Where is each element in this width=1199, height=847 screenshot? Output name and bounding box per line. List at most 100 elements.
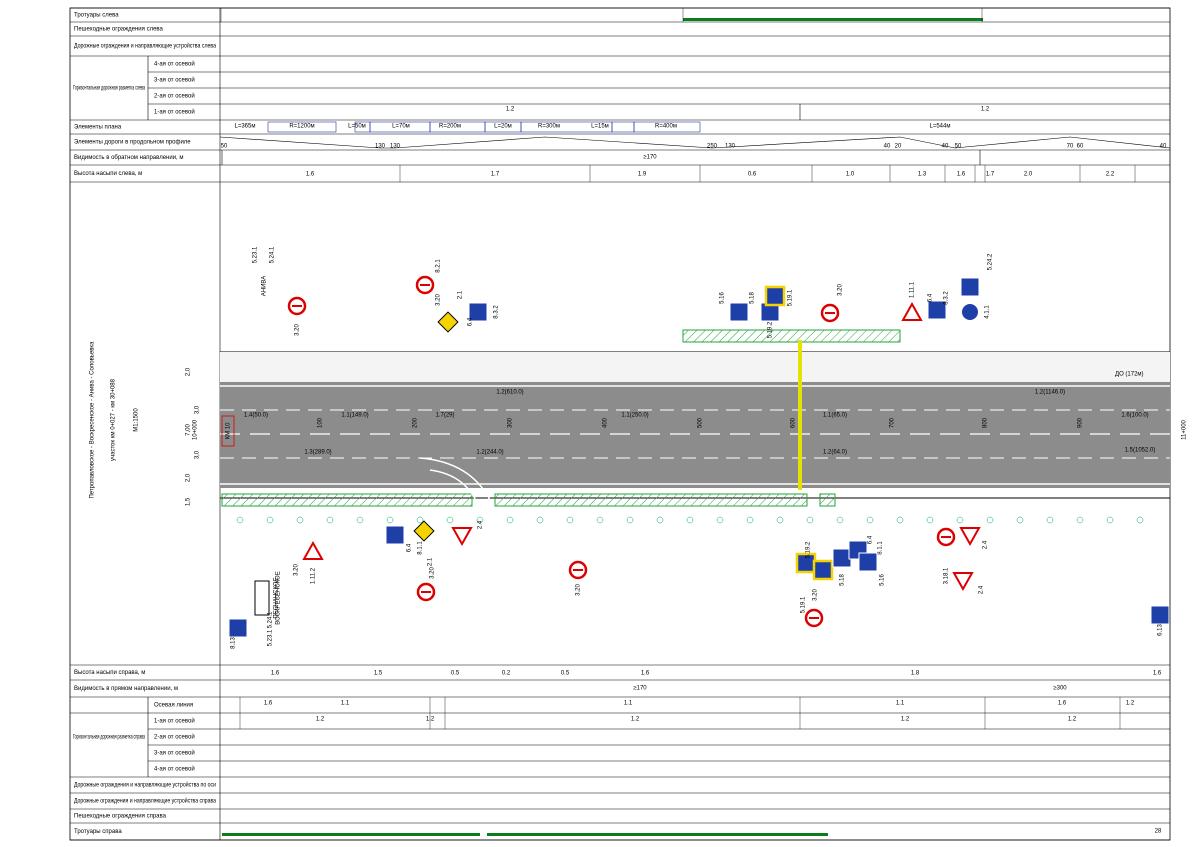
label: L=365м: [235, 124, 256, 130]
label: Видимость в обратном направлении, м: [74, 155, 184, 161]
lamp: [386, 516, 394, 524]
label: 5.19.2: [806, 541, 812, 558]
label: 1.2: [1126, 701, 1135, 707]
label: Петропавловское - Воскресенское - Анива …: [90, 341, 96, 499]
label: 70: [1067, 144, 1074, 150]
label: 250: [707, 144, 718, 150]
label: 10+000: [193, 419, 199, 440]
label: 5.16: [880, 574, 886, 586]
label: Видимость в прямом направлении, м: [74, 686, 178, 692]
shoulder: [220, 352, 1170, 382]
lamp: [776, 516, 784, 524]
label: 4.1.1: [985, 305, 991, 319]
label: 4-ая от осевой: [154, 766, 195, 773]
label: 1.1: [896, 701, 905, 707]
label: 1.1(149.0): [341, 413, 368, 419]
label: 5.18: [840, 574, 846, 586]
lamp: [626, 516, 634, 524]
label: 1.2: [426, 717, 435, 723]
label: 0.5: [561, 671, 570, 677]
island-bottom-3: [819, 493, 836, 507]
sign-info: [468, 302, 488, 322]
lamp: [986, 516, 994, 524]
label: Горизонтальная дорожная разметка справа: [73, 735, 145, 741]
lamp: [536, 516, 544, 524]
label: 3.20: [295, 324, 301, 336]
label: 1.6: [957, 172, 966, 178]
label: 40: [884, 144, 891, 150]
label: 2.1: [428, 557, 434, 566]
label: АНИВА: [262, 276, 268, 296]
label: ≥170: [643, 155, 657, 161]
label: 1.4(50.0): [244, 413, 268, 419]
sign-info: [858, 552, 878, 572]
label: 1.1(250.0): [621, 413, 648, 419]
label: Дорожные ограждения и направляющие устро…: [74, 43, 217, 50]
label: 1.11.2: [311, 567, 317, 584]
label: 50: [221, 144, 228, 150]
label: 8.2.1: [436, 259, 442, 273]
label: 2.0: [1024, 172, 1033, 178]
label: Элементы дороги в продольном профиле: [74, 140, 191, 146]
lamp: [356, 516, 364, 524]
label: 800: [983, 417, 989, 428]
sign-direction: [962, 304, 978, 320]
label: 1,5: [186, 497, 192, 506]
label: 2.1: [458, 290, 464, 299]
lamp: [1016, 516, 1024, 524]
label: Пешеходные ограждения слева: [74, 27, 164, 33]
label: 1.7: [491, 172, 500, 178]
label: 1.6: [264, 701, 273, 707]
label: 1.6(100.0): [1121, 413, 1148, 419]
label: 1.2: [981, 107, 990, 113]
label: ВОСКРЕСЕНСКОЕ: [276, 571, 282, 624]
label: 5.24.1: [268, 611, 274, 628]
label: 50: [955, 144, 962, 150]
label: 3-ая от осевой: [154, 750, 195, 757]
label: 8.1.1: [878, 541, 884, 555]
sign-main-road: [437, 311, 459, 333]
label: L=70м: [392, 124, 410, 130]
label: Элементы плана: [74, 125, 122, 131]
label: 1.3: [918, 172, 927, 178]
lamp: [716, 516, 724, 524]
lamp: [326, 516, 334, 524]
label: 130: [390, 144, 401, 150]
label: 5.24.1: [270, 246, 276, 263]
label: Осевая линия: [154, 703, 193, 709]
label: 3.20: [436, 294, 442, 306]
label: М1:1500: [134, 408, 140, 432]
label: 6.4: [868, 535, 874, 544]
label: 6.4: [468, 317, 474, 326]
label: 1.7: [986, 172, 995, 178]
sign-info: [832, 548, 852, 568]
label: участок км 0+027 - км 30+088: [111, 378, 117, 461]
sidewalk-left: [683, 18, 983, 21]
label: 8.3.2: [944, 291, 950, 305]
sign-info: [228, 618, 248, 638]
label: Пешеходные ограждения справа: [74, 814, 167, 820]
label: ПЕСЧАНСКОЕ: [274, 577, 280, 618]
label: 60: [1077, 144, 1084, 150]
label: 1.8: [911, 671, 920, 677]
km-box: [221, 415, 235, 447]
sign-yield: [952, 572, 974, 592]
label: 1.9: [638, 172, 647, 178]
label: 1.2(244.0): [476, 450, 503, 456]
label: 1.2: [506, 107, 515, 113]
label: 3.20: [430, 567, 436, 579]
label: 3.20: [294, 564, 300, 576]
lamp: [506, 516, 514, 524]
label: 130: [725, 144, 736, 150]
label: L=15м: [591, 124, 609, 130]
label: Дорожные ограждения и направляющие устро…: [74, 798, 217, 805]
label: 11+000: [1182, 419, 1188, 439]
sign-warning: [901, 301, 923, 321]
label: ≥300: [1053, 686, 1067, 692]
sign-crossing: [812, 559, 834, 581]
label: R=1200м: [289, 124, 314, 130]
label: Тротуары слева: [74, 13, 119, 19]
label: 7,00: [186, 424, 192, 436]
